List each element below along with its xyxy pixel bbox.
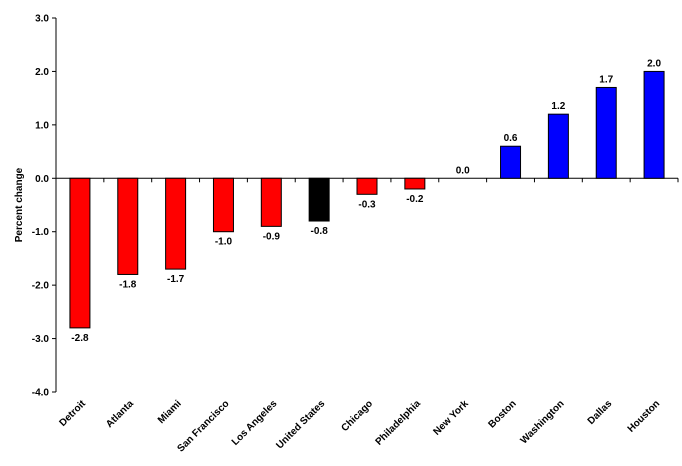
data-label: 1.2 bbox=[551, 101, 565, 112]
bar bbox=[260, 177, 282, 227]
bar bbox=[547, 113, 569, 179]
data-label: 2.0 bbox=[647, 58, 661, 69]
data-label: -0.3 bbox=[358, 199, 376, 210]
bar bbox=[212, 177, 234, 233]
category-label: Chicago bbox=[339, 398, 375, 434]
y-axis-title: Percent change bbox=[14, 167, 25, 242]
category-label: San Francisco bbox=[175, 398, 231, 454]
bar bbox=[308, 177, 330, 222]
bar bbox=[356, 177, 378, 195]
bar bbox=[165, 177, 187, 270]
y-tick-label: 1.0 bbox=[35, 120, 49, 131]
bars bbox=[69, 70, 665, 329]
data-label: 0.6 bbox=[504, 133, 518, 144]
category-label: Miami bbox=[156, 398, 184, 426]
bar bbox=[69, 177, 91, 329]
bar bbox=[500, 145, 522, 179]
bar bbox=[404, 177, 426, 190]
y-tick-label: 2.0 bbox=[35, 67, 49, 78]
y-tick-label: 0.0 bbox=[35, 174, 49, 185]
category-label: New York bbox=[431, 398, 471, 438]
category-label: Washington bbox=[519, 398, 567, 446]
data-label: -0.8 bbox=[311, 226, 329, 237]
y-tick-label: -1.0 bbox=[32, 227, 50, 238]
y-tick-label: -3.0 bbox=[32, 334, 50, 345]
data-label: -0.9 bbox=[263, 231, 281, 242]
bar bbox=[643, 70, 665, 179]
category-label: Detroit bbox=[57, 398, 88, 429]
data-label: 1.7 bbox=[599, 74, 613, 85]
category-label: Los Angeles bbox=[230, 398, 280, 448]
bar bbox=[117, 177, 139, 275]
y-tick-label: -2.0 bbox=[32, 281, 50, 292]
data-labels: -2.8 -1.8 -1.7 -1.0 -0.9 -0.8 -0.3 -0.2 0.0 0.6 1.… bbox=[71, 58, 661, 343]
category-label: Philadelphia bbox=[374, 398, 424, 448]
data-label: -1.8 bbox=[119, 279, 137, 290]
data-label: -1.7 bbox=[167, 274, 185, 285]
y-tick-label: -4.0 bbox=[32, 388, 50, 399]
category-label: Houston bbox=[626, 398, 662, 434]
bar bbox=[595, 86, 617, 179]
data-label: 0.0 bbox=[456, 165, 470, 176]
category-label: Dallas bbox=[586, 398, 615, 427]
y-axis-ticks: 3.0 2.0 1.0 0.0 -1.0 -2.0 -3.0 -4.0 bbox=[32, 14, 56, 399]
category-label: Atlanta bbox=[104, 398, 136, 430]
data-label: -2.8 bbox=[71, 333, 89, 344]
y-tick-label: 3.0 bbox=[35, 14, 49, 25]
category-label: United States bbox=[274, 398, 327, 451]
data-label: -1.0 bbox=[215, 237, 233, 248]
data-label: -0.2 bbox=[406, 194, 424, 205]
category-label: Boston bbox=[487, 398, 519, 430]
